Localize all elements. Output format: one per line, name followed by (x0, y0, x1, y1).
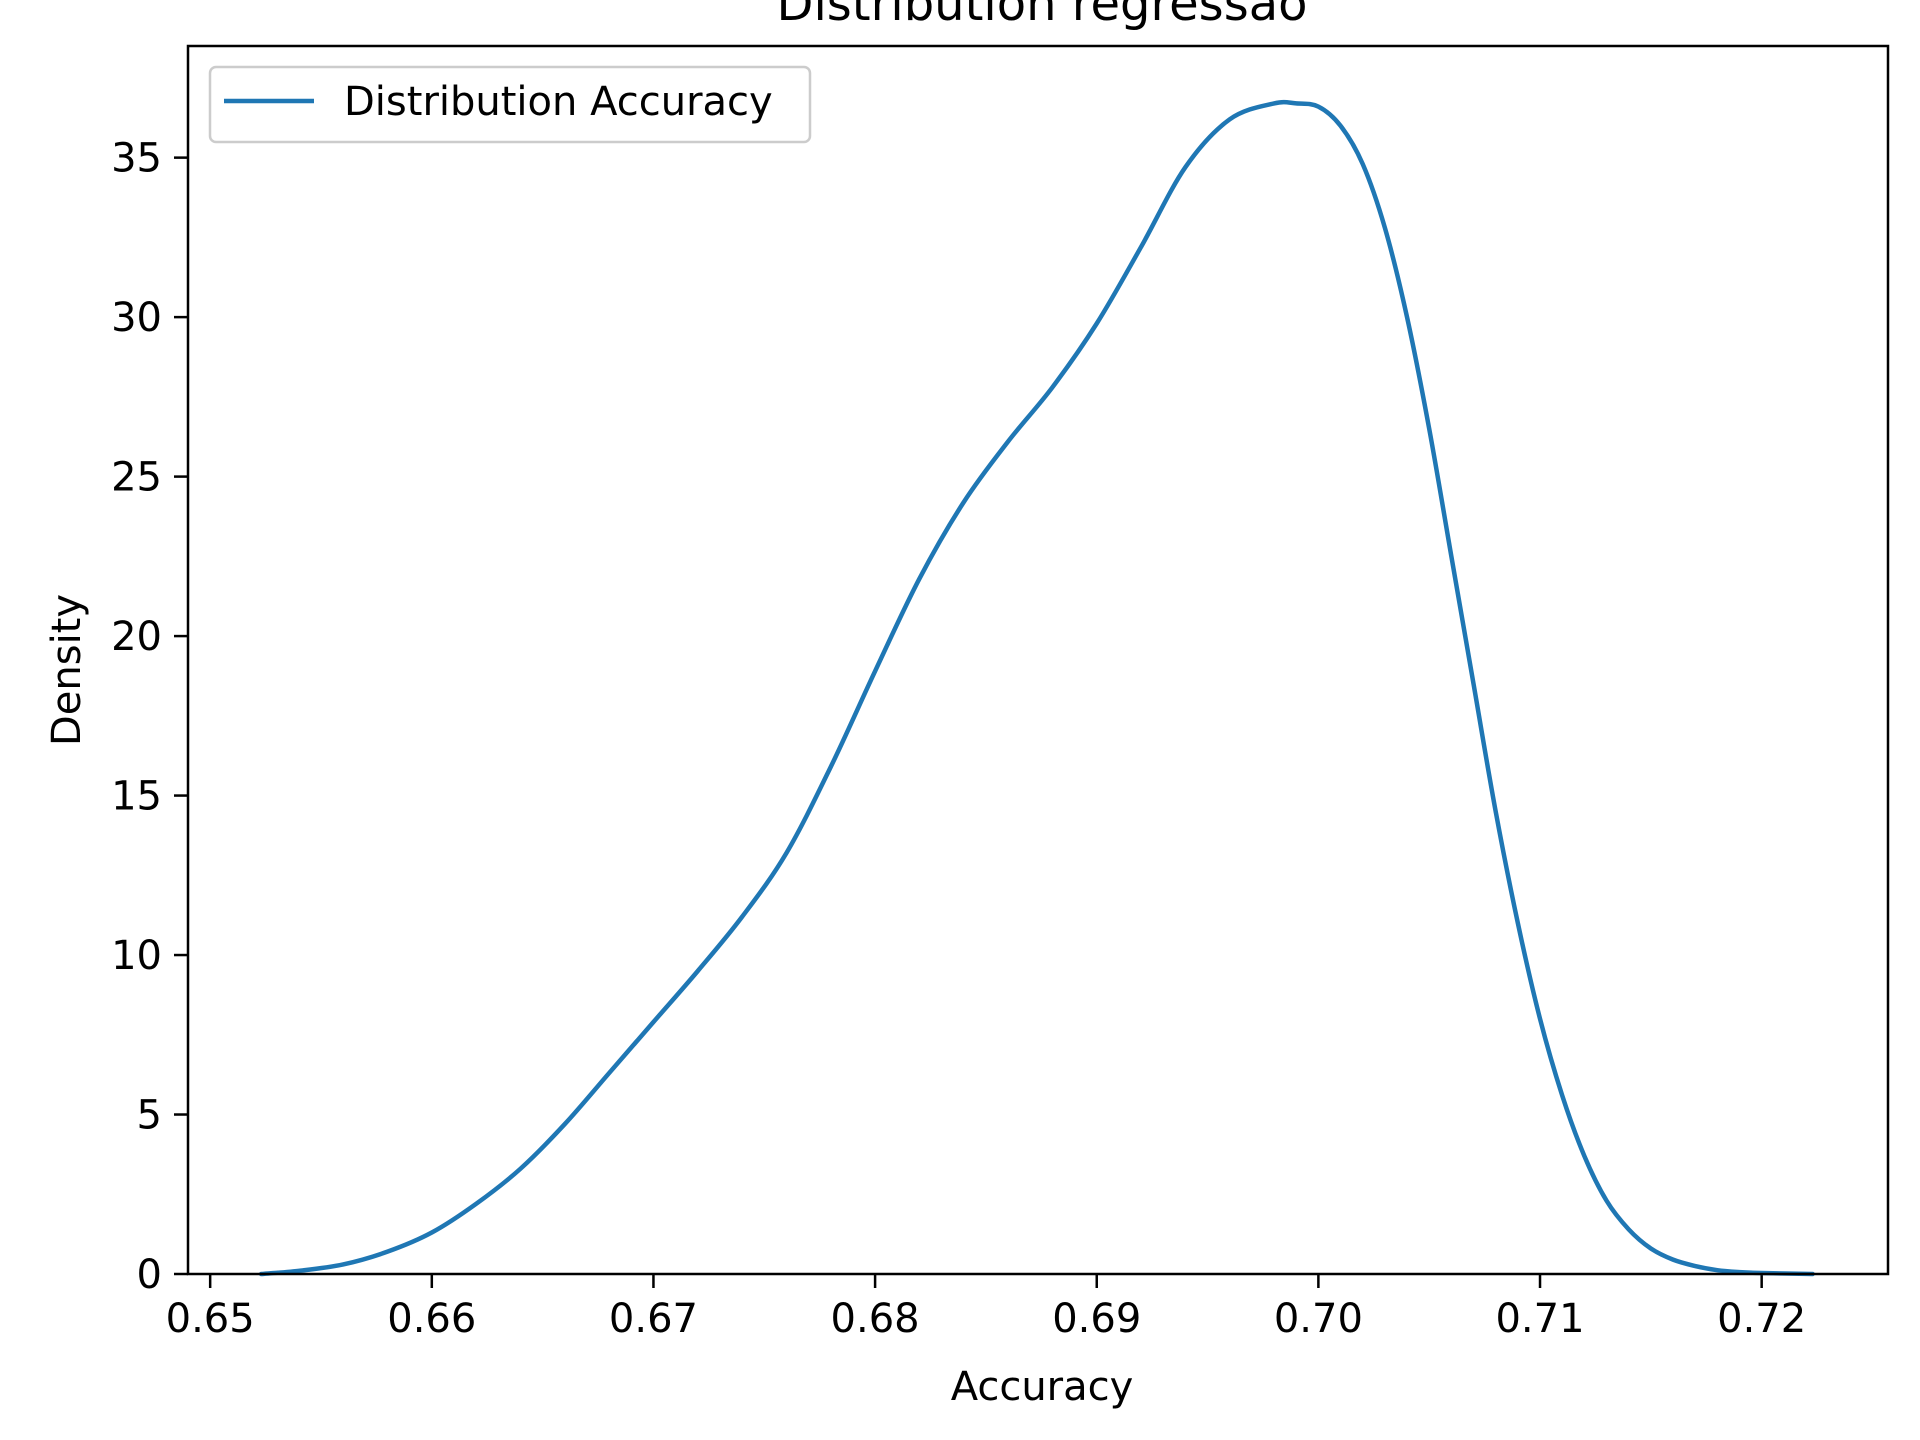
y-tick-label: 0 (137, 1252, 162, 1298)
x-tick-label: 0.70 (1274, 1296, 1363, 1342)
x-tick-label: 0.67 (609, 1296, 698, 1342)
x-tick-label: 0.68 (831, 1296, 920, 1342)
legend-box (208, 65, 812, 144)
y-tick-label: 15 (111, 774, 162, 820)
chart-title: Distribution regressão (777, 0, 1308, 32)
y-axis-ticks: 0 5 10 15 20 25 30 35 (111, 136, 188, 1298)
x-axis-label: Accuracy (951, 1364, 1134, 1410)
legend: Distribution Accuracy (208, 65, 812, 144)
y-tick-label: 25 (111, 455, 162, 501)
y-tick-label: 5 (137, 1093, 162, 1139)
x-tick-label: 0.72 (1717, 1296, 1806, 1342)
x-tick-label: 0.71 (1495, 1296, 1584, 1342)
x-tick-label: 0.65 (166, 1296, 255, 1342)
density-curve-line (258, 99, 1815, 1277)
y-axis-label: Density (44, 594, 90, 746)
plot-frame (186, 44, 1890, 1276)
x-tick-label: 0.66 (387, 1296, 476, 1342)
legend-label: Distribution Accuracy (344, 79, 773, 125)
y-tick-label: 20 (111, 614, 162, 660)
x-tick-label: 0.69 (1052, 1296, 1141, 1342)
y-tick-label: 10 (111, 933, 162, 979)
x-axis-ticks: 0.65 0.66 0.67 0.68 0.69 0.70 0.71 0.72 (166, 1274, 1806, 1342)
y-tick-label: 35 (111, 136, 162, 182)
y-tick-label: 30 (111, 295, 162, 341)
